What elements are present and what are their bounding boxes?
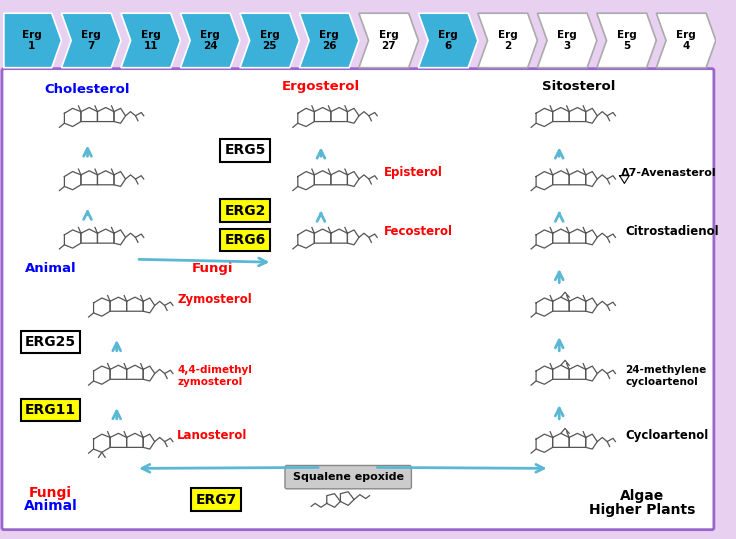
Text: ERG5: ERG5 (224, 143, 266, 157)
Text: Animal: Animal (25, 262, 77, 275)
Text: Higher Plants: Higher Plants (589, 503, 695, 517)
Polygon shape (537, 13, 597, 68)
Polygon shape (597, 13, 657, 68)
Text: Erg
24: Erg 24 (200, 30, 220, 51)
Text: Fungi: Fungi (29, 486, 72, 500)
Text: Squalene epoxide: Squalene epoxide (293, 472, 403, 482)
Text: Algae: Algae (620, 489, 664, 503)
Text: Zymosterol: Zymosterol (177, 293, 252, 306)
Text: Erg
11: Erg 11 (141, 30, 160, 51)
Polygon shape (61, 13, 121, 68)
FancyBboxPatch shape (2, 68, 714, 530)
Text: Δ7-Avenasterol: Δ7-Avenasterol (620, 168, 716, 178)
Text: ERG6: ERG6 (224, 233, 266, 247)
Polygon shape (180, 13, 240, 68)
Text: Sitosterol: Sitosterol (542, 80, 615, 93)
Text: 24-methylene
cycloartenol: 24-methylene cycloartenol (626, 365, 707, 387)
Text: Animal: Animal (24, 499, 77, 513)
Text: Cholesterol: Cholesterol (45, 82, 130, 95)
Polygon shape (240, 13, 300, 68)
Polygon shape (657, 13, 716, 68)
Text: ERG25: ERG25 (25, 335, 76, 349)
Polygon shape (4, 13, 61, 68)
Text: Erg
1: Erg 1 (22, 30, 41, 51)
Text: 4,4-dimethyl
zymosterol: 4,4-dimethyl zymosterol (177, 365, 252, 387)
Text: Fecosterol: Fecosterol (384, 225, 453, 238)
Polygon shape (478, 13, 537, 68)
Text: ERG7: ERG7 (195, 493, 236, 507)
Text: Erg
6: Erg 6 (438, 30, 458, 51)
Text: Erg
2: Erg 2 (498, 30, 517, 51)
Text: Erg
25: Erg 25 (260, 30, 280, 51)
Text: Ergosterol: Ergosterol (282, 80, 360, 93)
Text: Erg
3: Erg 3 (557, 30, 577, 51)
Polygon shape (121, 13, 180, 68)
Text: Episterol: Episterol (384, 166, 443, 179)
Text: Citrostadienol: Citrostadienol (626, 225, 719, 238)
Text: Erg
5: Erg 5 (617, 30, 637, 51)
FancyBboxPatch shape (285, 466, 411, 489)
Text: Fungi: Fungi (191, 262, 233, 275)
Text: ERG2: ERG2 (224, 204, 266, 218)
Text: Erg
26: Erg 26 (319, 30, 339, 51)
Polygon shape (300, 13, 359, 68)
Text: Erg
27: Erg 27 (379, 30, 398, 51)
Text: Lanosterol: Lanosterol (177, 429, 247, 442)
Polygon shape (418, 13, 478, 68)
Text: Cycloartenol: Cycloartenol (626, 429, 709, 442)
Text: ERG11: ERG11 (25, 403, 76, 417)
Text: Erg
4: Erg 4 (676, 30, 696, 51)
Polygon shape (359, 13, 418, 68)
Text: Erg
7: Erg 7 (81, 30, 101, 51)
